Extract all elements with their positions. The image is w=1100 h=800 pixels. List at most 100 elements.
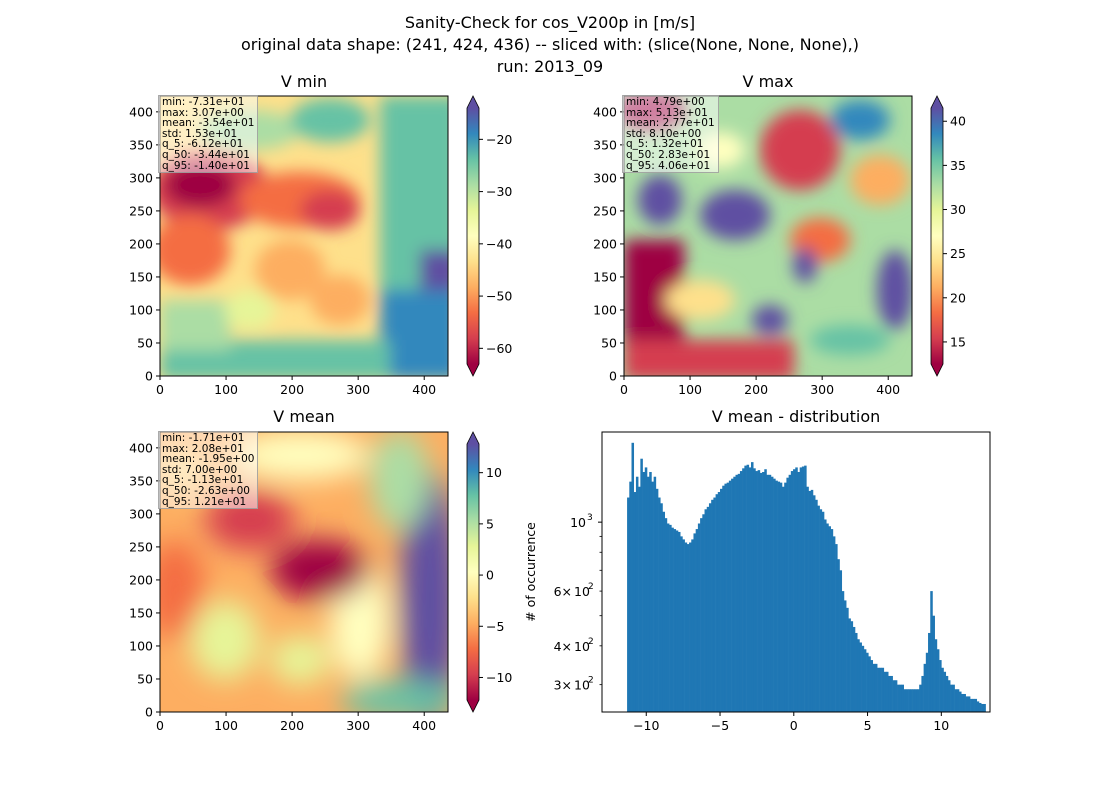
histogram-bar — [881, 667, 885, 712]
histogram-bar — [839, 570, 843, 712]
histogram-bar — [704, 509, 708, 712]
histogram-bar — [790, 471, 794, 712]
histogram-bar — [742, 468, 745, 712]
histogram-bar — [757, 470, 761, 712]
histogram-bar — [748, 467, 752, 712]
vmax-xtick-label: 100 — [678, 382, 702, 397]
histogram-bar — [793, 469, 796, 712]
histogram-bar — [726, 482, 730, 712]
vmean-stat-q95: q_95: 1.21e+01 — [162, 495, 247, 508]
histogram-bar — [788, 474, 792, 712]
histogram-bar — [912, 689, 916, 712]
vmin-ytick-label: 200 — [129, 236, 153, 251]
histogram-bar — [843, 600, 847, 712]
vmin-ytick-label: 100 — [129, 302, 153, 317]
vmean-stat-mean: mean: -1.95e+00 — [162, 453, 255, 466]
histogram-ytick-minor-label: 4× — [554, 639, 572, 654]
histogram-bar — [695, 529, 699, 712]
histogram-ytick-minor-base: 10 — [574, 584, 590, 599]
histogram-bar — [646, 476, 650, 712]
histogram-bar — [828, 526, 831, 712]
histogram-bar — [857, 639, 860, 712]
histogram-bar — [770, 476, 774, 712]
histogram-bar — [916, 689, 920, 712]
histogram-bar — [832, 536, 836, 712]
histogram-bar — [720, 488, 723, 712]
histogram-bar — [735, 474, 739, 712]
vmean-ytick-label: 150 — [129, 605, 153, 620]
histogram-bar — [711, 499, 714, 712]
histogram-bar — [773, 478, 776, 712]
histogram-bar — [781, 486, 785, 712]
histogram-bar — [961, 693, 964, 712]
histogram-bar — [635, 476, 639, 712]
vmin-stat-max: max: 3.07e+00 — [162, 106, 244, 119]
histogram-bar — [662, 511, 665, 712]
vmean-colorbar-tick-label: 5 — [486, 516, 494, 531]
histogram-bar — [700, 518, 703, 712]
histogram-bar — [786, 477, 789, 712]
histogram-bar — [943, 671, 947, 712]
histogram-bar — [852, 626, 856, 712]
vmean-heatmap — [160, 432, 448, 712]
vmax-colorbar-tick-label: 40 — [950, 114, 966, 129]
histogram-bar — [682, 539, 685, 712]
vmin-colorbar-tick-label: −50 — [486, 289, 512, 304]
histogram-bar — [680, 536, 683, 712]
histogram-bar — [627, 497, 630, 712]
vmin-xtick-label: 200 — [280, 382, 304, 397]
histogram-bar — [762, 471, 765, 712]
vmax-xtick-label: 400 — [876, 382, 900, 397]
histogram-bar — [952, 684, 955, 712]
histogram-bar — [848, 618, 851, 712]
histogram-ytick-minor-label: 3× — [554, 678, 572, 693]
histogram-bar — [932, 615, 935, 712]
vmax-colorbar-tick-label: 30 — [950, 202, 966, 217]
histogram-bar — [644, 467, 648, 712]
histogram-bar — [855, 632, 858, 712]
histogram-bar — [870, 660, 874, 712]
vmin-colorbar-tick-label: −60 — [486, 341, 512, 356]
histogram-bar — [768, 474, 772, 712]
histogram-bar — [799, 467, 803, 712]
histogram-xtick-label: −10 — [633, 718, 659, 733]
histogram-bar — [746, 464, 750, 712]
histogram-frame — [601, 431, 991, 713]
histogram-bar — [675, 530, 679, 712]
histogram-bar — [859, 642, 862, 712]
histogram-bar — [841, 591, 845, 712]
histogram-bar — [715, 494, 719, 712]
histogram-xtick-label: 5 — [864, 718, 872, 733]
histogram-bar — [954, 689, 958, 712]
vmin-stats-box: min: -7.31e+01 max: 3.07e+00 mean: -3.54… — [158, 95, 259, 174]
vmean-ytick-label: 0 — [145, 705, 153, 720]
vmean-stat-min: min: -1.71e+01 — [162, 432, 245, 444]
vmin-xtick-label: 0 — [156, 382, 164, 397]
histogram-bar — [826, 523, 829, 712]
histogram-ytick-minor-base: 10 — [574, 678, 590, 693]
histogram-bar — [925, 652, 929, 712]
histogram-bar — [684, 542, 688, 712]
histogram-bar — [879, 667, 882, 712]
vmean-title: V mean — [273, 407, 335, 426]
figure-title-line-3: run: 2013_09 — [496, 57, 604, 76]
vmax-ytick-label: 350 — [593, 137, 617, 152]
histogram-bar — [697, 523, 701, 712]
histogram-bar — [722, 485, 725, 712]
histogram-bar — [713, 497, 716, 712]
histogram-bar — [888, 675, 891, 712]
histogram-bar — [759, 472, 763, 712]
histogram-bar — [686, 544, 690, 712]
histogram-bars — [627, 442, 986, 712]
histogram-bar — [910, 689, 913, 712]
histogram-ytick-minor-label: 6× — [554, 584, 572, 599]
histogram-bar — [934, 639, 938, 712]
histogram-bar — [677, 531, 681, 712]
histogram-bar — [819, 509, 823, 712]
histogram-bar — [689, 542, 692, 712]
vmax-colorbar-tick-label: 25 — [950, 246, 966, 261]
histogram-bar — [739, 471, 743, 712]
histogram-bar — [724, 483, 727, 712]
vmean-xtick-label: 200 — [280, 718, 304, 733]
